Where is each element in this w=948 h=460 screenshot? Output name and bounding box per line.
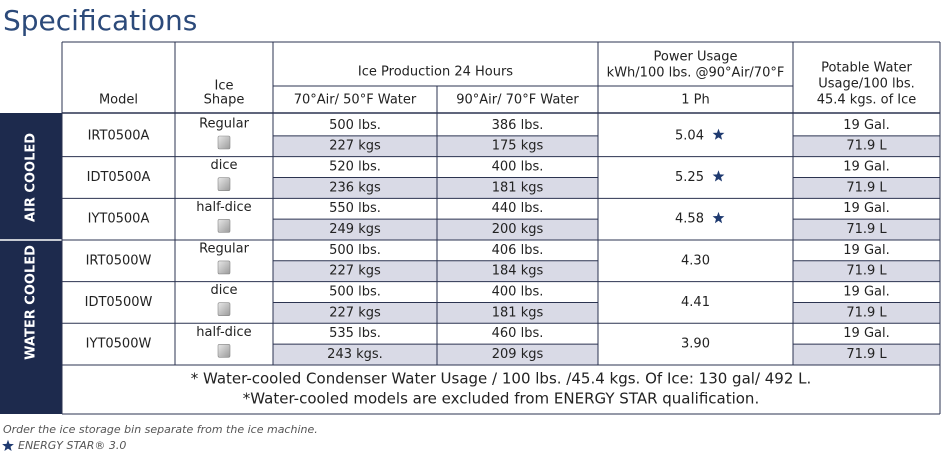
cell-text: 19 Gal. [843, 243, 889, 258]
cell-text: 500 lbs. [329, 285, 381, 300]
cell-text: 440 lbs. [492, 201, 544, 216]
energy-star-icon [712, 128, 725, 140]
energy-star-icon [712, 211, 725, 224]
cell-text: 19 Gal. [843, 326, 889, 341]
cell-text: 19 Gal. [843, 118, 889, 133]
cell-text: 500 lbs. [329, 118, 381, 133]
cell-text: 209 kgs [492, 347, 544, 362]
cell-text: 550 lbs. [329, 201, 381, 216]
cell-text: ENERGY STAR® 3.0 [18, 439, 126, 452]
cell-text: Ice Production 24 Hours [358, 65, 513, 80]
cell-text: 236 kgs [329, 180, 381, 195]
cell-text: 227 kgs [329, 305, 381, 320]
energy-star-icon [712, 170, 725, 182]
cell-text: 1 Ph [681, 93, 709, 108]
cell-text: Shape [204, 93, 245, 108]
cell-text: Model [99, 93, 138, 108]
shaded-cell [793, 260, 940, 282]
cell-text: 400 lbs. [492, 160, 544, 175]
ice-icon [217, 219, 231, 233]
shaded-cell [793, 302, 940, 324]
cell-text: Ice [215, 79, 234, 94]
cell-text: IYT0500W [86, 337, 152, 352]
cell-text: 400 lbs. [492, 285, 544, 300]
cell-text: half-dice [196, 325, 251, 340]
cell-text: *Water-cooled models are excluded from E… [243, 389, 759, 407]
cell-text: 181 kgs [492, 305, 544, 320]
cell-text: dice [210, 283, 237, 298]
cell-text: 175 kgs [492, 139, 544, 154]
title: Specifications [3, 4, 197, 37]
cell-text: Potable Water [821, 61, 912, 76]
ice-icon [217, 260, 231, 275]
cell-text: 227 kgs [329, 264, 381, 279]
cell-text: 4.41 [681, 295, 710, 310]
shaded-cell [793, 135, 940, 157]
cell-text: Usage/100 lbs. [818, 77, 915, 92]
cell-text: 181 kgs [492, 180, 544, 195]
cell-text: 406 lbs. [492, 243, 544, 258]
ice-icon [217, 135, 231, 150]
cell-text: 19 Gal. [843, 160, 889, 175]
shaded-cell [273, 135, 598, 157]
cell-text: 3.90 [681, 337, 710, 352]
cell-text: kWh/100 lbs. @90°Air/70°F [607, 66, 785, 81]
shaded-cell [793, 177, 940, 199]
cell-text: 500 lbs. [329, 243, 381, 258]
cell-text: 90°Air/ 70°F Water [456, 93, 579, 108]
group-label: WATER COOLED [24, 245, 39, 360]
cell-text: IYT0500A [88, 212, 150, 227]
cell-text: 227 kgs [329, 139, 381, 154]
cell-text: 19 Gal. [843, 201, 889, 216]
shaded-cell [273, 302, 598, 324]
cell-text: 535 lbs. [329, 326, 381, 341]
cell-text: 71.9 L [846, 222, 887, 237]
cell-text: dice [210, 158, 237, 173]
cell-text: Regular [199, 241, 250, 256]
group-label: AIR COOLED [24, 133, 39, 222]
shaded-cell [793, 219, 940, 240]
shaded-cell [793, 344, 940, 365]
cell-text: IRT0500W [86, 253, 152, 268]
cell-text: 243 kgs. [327, 347, 383, 362]
cell-text: * Water-cooled Condenser Water Usage / 1… [191, 369, 812, 387]
shaded-cell [273, 177, 598, 199]
cell-text: 4.58 [675, 212, 704, 227]
cell-text: 460 lbs. [492, 326, 544, 341]
cell-text: 200 kgs [492, 222, 544, 237]
cell-text: IDT0500W [85, 295, 153, 310]
cell-text: 71.9 L [846, 305, 887, 320]
cell-text: Order the ice storage bin separate from … [3, 423, 318, 436]
ice-icon [217, 302, 231, 316]
cell-text: 5.25 [675, 170, 704, 185]
cell-text: 19 Gal. [843, 285, 889, 300]
shaded-cell [273, 219, 598, 240]
cell-text: 71.9 L [846, 180, 887, 195]
cell-text: half-dice [196, 200, 251, 215]
shaded-cell [273, 344, 598, 365]
cell-text: 71.9 L [846, 347, 887, 362]
cell-text: 70°Air/ 50°F Water [294, 93, 417, 108]
cell-text: 5.04 [675, 128, 704, 143]
energy-star-icon [2, 439, 14, 451]
group-band [0, 113, 62, 414]
shaded-cell [273, 260, 598, 282]
cell-text: 71.9 L [846, 139, 887, 154]
cell-text: 386 lbs. [492, 118, 544, 133]
cell-text: 71.9 L [846, 264, 887, 279]
cell-text: 45.4 kgs. of Ice [817, 93, 917, 108]
cell-text: Regular [199, 117, 250, 132]
cell-text: 4.30 [681, 253, 710, 268]
cell-text: 520 lbs. [329, 160, 381, 175]
ice-icon [217, 177, 231, 191]
cell-text: IRT0500A [88, 128, 150, 143]
cell-text: Power Usage [654, 50, 738, 65]
cell-text: 184 kgs [492, 264, 544, 279]
ice-icon [217, 343, 231, 358]
cell-text: IDT0500A [87, 170, 151, 185]
cell-text: 249 kgs [329, 222, 381, 237]
